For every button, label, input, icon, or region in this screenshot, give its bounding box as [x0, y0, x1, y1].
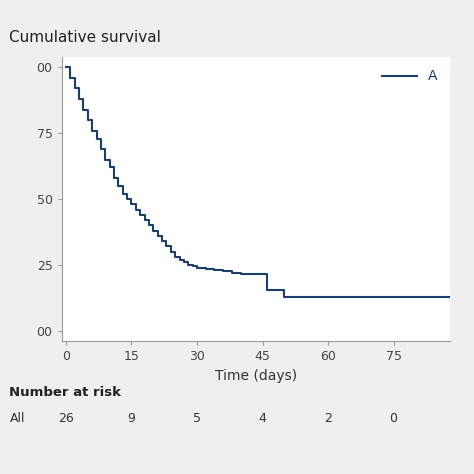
- Text: All: All: [9, 412, 25, 425]
- Text: Cumulative survival: Cumulative survival: [9, 30, 161, 45]
- X-axis label: Time (days): Time (days): [215, 369, 297, 383]
- Text: 2: 2: [324, 412, 332, 425]
- Text: 4: 4: [259, 412, 266, 425]
- Text: 0: 0: [390, 412, 398, 425]
- Text: Number at risk: Number at risk: [9, 386, 121, 399]
- Text: 5: 5: [193, 412, 201, 425]
- Legend: A: A: [377, 64, 443, 89]
- Text: 9: 9: [128, 412, 136, 425]
- Text: 26: 26: [58, 412, 74, 425]
